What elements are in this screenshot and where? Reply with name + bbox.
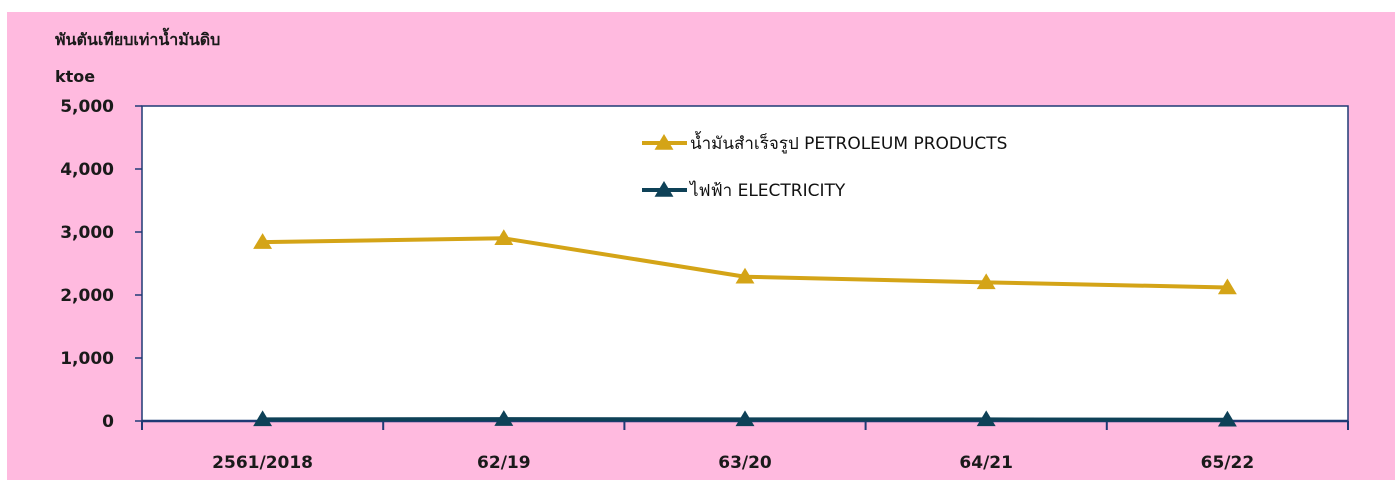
plot-area xyxy=(141,105,1349,422)
x-tick-label: 62/19 xyxy=(477,453,531,473)
chart-root: พันตันเทียบเท่าน้ำมันดิบ ktoe 0 1,000 2,00… xyxy=(7,12,1395,480)
y-tick-label: 2,000 xyxy=(60,286,114,306)
series-0-point xyxy=(976,273,996,290)
x-tick-label: 63/20 xyxy=(718,453,772,473)
legend-label: น้ำมันสำเร็จรูป PETROLEUM PRODUCTS xyxy=(690,131,1007,154)
series-0-point xyxy=(1217,278,1237,295)
series-0-point xyxy=(253,233,273,249)
series-1-point xyxy=(735,410,755,427)
x-tick-label: 65/22 xyxy=(1201,453,1255,473)
series-0-point xyxy=(735,267,755,284)
series-1-point xyxy=(976,410,996,427)
legend-marker xyxy=(654,181,674,197)
y-axis-title: พันตันเทียบเท่าน้ำมันดิบ xyxy=(55,27,220,49)
y-axis-unit: ktoe xyxy=(55,67,95,86)
series-1-point xyxy=(494,410,514,426)
line-chart: พันตันเทียบเท่าน้ำมันดิบ ktoe 0 1,000 2,00… xyxy=(55,27,1349,473)
x-tick-label: 64/21 xyxy=(959,453,1013,473)
x-tick-label: 2561/2018 xyxy=(212,453,313,473)
series-1-point xyxy=(253,410,273,427)
y-tick-label: 1,000 xyxy=(60,349,114,369)
legend-marker xyxy=(654,134,674,150)
y-tick-label: 3,000 xyxy=(60,223,114,243)
y-tick-label: 0 xyxy=(102,412,114,432)
series-0-point xyxy=(494,229,514,246)
y-tick-label: 5,000 xyxy=(60,97,114,117)
y-tick-label: 4,000 xyxy=(60,160,114,180)
series-1-point xyxy=(1217,410,1237,427)
legend-label: ไฟฟ้า ELECTRICITY xyxy=(688,180,846,201)
